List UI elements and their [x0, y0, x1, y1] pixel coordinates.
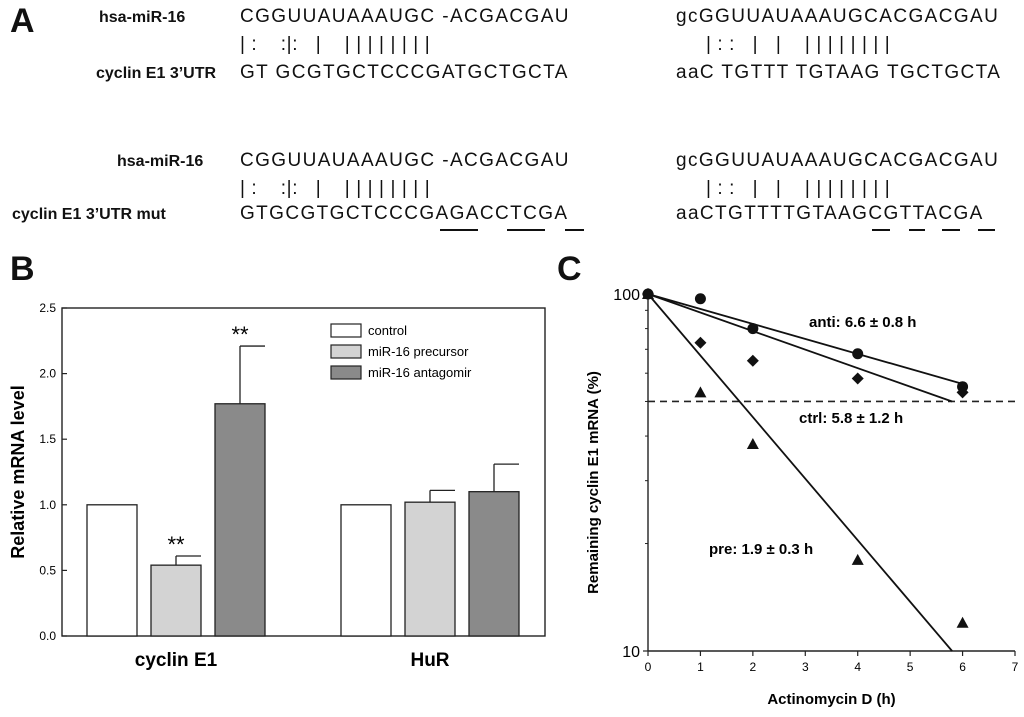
legend-label: control: [368, 323, 407, 338]
panel-a-letter: A: [10, 2, 35, 40]
half-life-annotation: pre: 1.9 ± 0.3 h: [709, 541, 813, 558]
fit-line: [647, 293, 953, 403]
bar: [86, 504, 138, 637]
data-point: [852, 348, 864, 360]
x-axis-label: Actinomycin D (h): [767, 691, 895, 708]
legend-swatch: [330, 365, 362, 380]
y-axis-label: Remaining cyclin E1 mRNA (%): [585, 371, 602, 594]
target-sequence-right: aaCTGTTTTGTAAGCGTTACGA: [676, 203, 984, 224]
target-sequence-left: GT GCGTGCTCCCGATGCTGCTA: [240, 62, 569, 83]
significance-label: **: [167, 532, 185, 557]
data-point: [851, 553, 864, 565]
y-tick-label: 2.0: [39, 367, 56, 381]
legend-label: miR-16 antagomir: [368, 365, 472, 380]
data-point: [694, 336, 707, 349]
target-sequence-right: aaC TGTTT TGTAAG TGCTGCTA: [676, 62, 1002, 83]
panel-c-letter: C: [557, 250, 582, 288]
x-tick-label: 2: [750, 660, 757, 674]
x-tick-label: 6: [959, 660, 966, 674]
data-point: [956, 386, 969, 399]
target-label: cyclin E1 3’UTR: [96, 65, 217, 82]
target-sequence-left: GTGCGTGCTCCCGAGACCTCGA: [240, 203, 569, 224]
y-tick-label: 0.0: [39, 629, 56, 643]
y-tick-label: 100: [613, 287, 640, 304]
legend-swatch: [330, 344, 362, 359]
mirna-label: hsa-miR-16: [117, 153, 204, 170]
fit-line: [647, 293, 953, 652]
data-point: [956, 616, 969, 628]
bar: [214, 403, 266, 637]
y-tick-label: 0.5: [39, 563, 56, 577]
bar: [404, 501, 456, 637]
bar: [468, 491, 520, 637]
y-axis-label: Relative mRNA level: [8, 385, 28, 558]
y-tick-label: 10: [622, 644, 640, 661]
bar: [340, 504, 392, 637]
base-pairing-left: | : :|: | | | | | | | | |: [240, 34, 431, 55]
base-pairing-right: | : : | | | | | | | | | |: [706, 34, 891, 55]
fit-line: [647, 293, 963, 385]
target-label: cyclin E1 3’UTR mut: [12, 206, 166, 223]
panel-b-letter: B: [10, 250, 35, 288]
x-tick-label: 7: [1012, 660, 1019, 674]
half-life-annotation: ctrl: 5.8 ± 1.2 h: [799, 410, 903, 427]
x-tick-label: 0: [645, 660, 652, 674]
data-point: [694, 386, 707, 398]
x-tick-label: 4: [854, 660, 861, 674]
legend-swatch: [330, 323, 362, 338]
y-tick-label: 1.5: [39, 432, 56, 446]
mirna-sequence-right: gcGGUUAUAAAUGCACGACGAU: [676, 6, 1000, 27]
half-life-annotation: anti: 6.6 ± 0.8 h: [809, 314, 916, 331]
data-point: [746, 354, 759, 367]
plot-frame: [61, 307, 546, 637]
data-point: [694, 293, 706, 305]
y-tick-label: 2.5: [39, 301, 56, 315]
base-pairing-left: | : :|: | | | | | | | | |: [240, 178, 431, 199]
x-category-label: cyclin E1: [135, 650, 218, 671]
data-point: [851, 372, 864, 385]
mirna-label: hsa-miR-16: [99, 9, 186, 26]
mirna-sequence-right: gcGGUUAUAAAUGCACGACGAU: [676, 150, 1000, 171]
mirna-sequence-left: CGGUUAUAAAUGC -ACGACGAU: [240, 150, 570, 171]
x-tick-label: 5: [907, 660, 914, 674]
bar: [150, 564, 202, 637]
x-tick-label: 3: [802, 660, 809, 674]
mirna-sequence-left: CGGUUAUAAAUGC -ACGACGAU: [240, 6, 570, 27]
legend-label: miR-16 precursor: [368, 344, 469, 359]
y-tick-label: 1.0: [39, 498, 56, 512]
base-pairing-right: | : : | | | | | | | | | |: [706, 178, 891, 199]
x-category-label: HuR: [410, 650, 449, 671]
significance-label: **: [231, 322, 249, 347]
data-point: [642, 288, 654, 299]
x-tick-label: 1: [697, 660, 704, 674]
data-point: [746, 438, 759, 450]
